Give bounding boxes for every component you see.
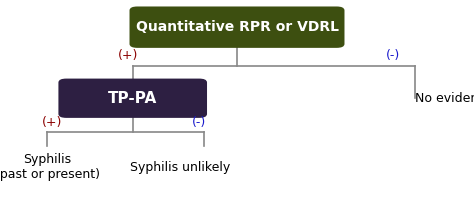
Text: Syphilis
(past or present): Syphilis (past or present): [0, 153, 100, 181]
FancyBboxPatch shape: [59, 79, 206, 117]
Text: (-): (-): [386, 49, 401, 62]
Text: Syphilis unlikely: Syphilis unlikely: [130, 161, 230, 174]
Text: (-): (-): [192, 116, 206, 129]
Text: Quantitative RPR or VDRL: Quantitative RPR or VDRL: [136, 20, 338, 34]
Text: No evidence of syphilis: No evidence of syphilis: [415, 92, 474, 105]
Text: TP-PA: TP-PA: [108, 91, 157, 106]
FancyBboxPatch shape: [130, 7, 344, 47]
Text: (+): (+): [42, 116, 62, 129]
Text: (+): (+): [118, 49, 138, 62]
